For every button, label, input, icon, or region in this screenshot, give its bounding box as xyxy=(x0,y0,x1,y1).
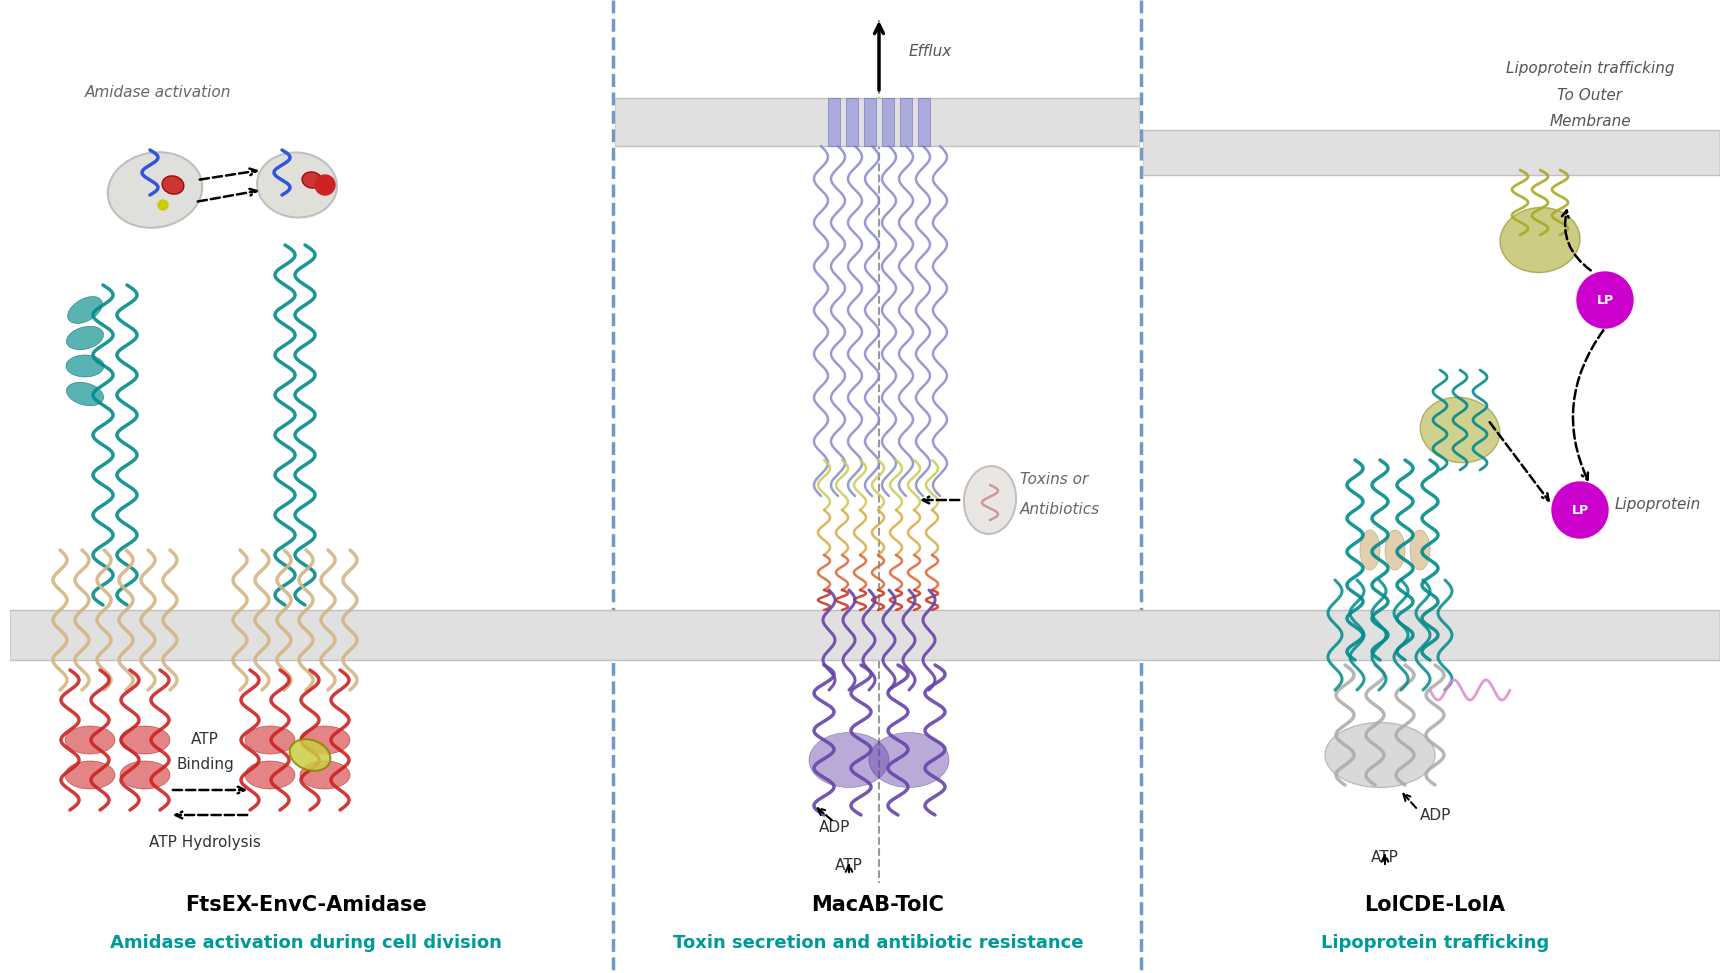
Ellipse shape xyxy=(809,733,889,787)
Ellipse shape xyxy=(1501,207,1580,272)
Ellipse shape xyxy=(303,172,322,188)
Ellipse shape xyxy=(119,726,169,754)
Text: ATP: ATP xyxy=(835,857,863,873)
Bar xyxy=(864,98,877,146)
Text: ADP: ADP xyxy=(1420,808,1451,822)
Ellipse shape xyxy=(66,326,104,349)
Ellipse shape xyxy=(301,761,349,789)
Text: MacAB-TolC: MacAB-TolC xyxy=(811,895,944,915)
Ellipse shape xyxy=(66,355,104,377)
Ellipse shape xyxy=(119,761,169,789)
Text: Lipoprotein trafficking: Lipoprotein trafficking xyxy=(1321,934,1549,952)
Ellipse shape xyxy=(107,152,202,228)
Text: Lipoprotein: Lipoprotein xyxy=(1615,497,1701,513)
Circle shape xyxy=(157,200,168,210)
Bar xyxy=(828,98,840,146)
Text: LP: LP xyxy=(1596,294,1613,306)
Bar xyxy=(616,98,1139,146)
Bar xyxy=(882,98,894,146)
Text: Efflux: Efflux xyxy=(909,45,953,59)
Ellipse shape xyxy=(246,726,296,754)
Bar xyxy=(845,98,858,146)
Text: ATP Hydrolysis: ATP Hydrolysis xyxy=(149,836,261,850)
Text: FtsEX-EnvC-Amidase: FtsEX-EnvC-Amidase xyxy=(185,895,427,915)
Text: ADP: ADP xyxy=(820,820,851,836)
Text: Lipoprotein trafficking: Lipoprotein trafficking xyxy=(1506,60,1674,76)
Bar xyxy=(901,98,911,146)
Circle shape xyxy=(315,175,335,195)
Text: Amidase activation during cell division: Amidase activation during cell division xyxy=(111,934,501,952)
Ellipse shape xyxy=(1324,723,1435,787)
Text: LP: LP xyxy=(1572,503,1589,517)
Ellipse shape xyxy=(67,297,102,323)
Ellipse shape xyxy=(66,761,116,789)
Ellipse shape xyxy=(66,726,116,754)
Text: LolCDE-LolA: LolCDE-LolA xyxy=(1364,895,1506,915)
Ellipse shape xyxy=(246,761,296,789)
Text: ATP: ATP xyxy=(192,733,220,747)
Circle shape xyxy=(1553,482,1608,538)
Ellipse shape xyxy=(1420,397,1499,463)
Circle shape xyxy=(1577,272,1632,328)
Ellipse shape xyxy=(965,466,1017,534)
Text: Antibiotics: Antibiotics xyxy=(1020,502,1100,518)
Ellipse shape xyxy=(1411,530,1430,570)
Ellipse shape xyxy=(163,176,183,195)
Ellipse shape xyxy=(66,382,104,406)
Text: Toxin secretion and antibiotic resistance: Toxin secretion and antibiotic resistanc… xyxy=(673,934,1084,952)
Bar xyxy=(10,610,1719,660)
Ellipse shape xyxy=(1361,530,1380,570)
Text: ATP: ATP xyxy=(1371,849,1399,864)
Text: To Outer: To Outer xyxy=(1558,88,1622,102)
Ellipse shape xyxy=(870,733,949,787)
Ellipse shape xyxy=(1385,530,1406,570)
Text: Toxins or: Toxins or xyxy=(1020,473,1088,487)
Ellipse shape xyxy=(301,726,349,754)
Bar xyxy=(1143,130,1719,175)
Text: Membrane: Membrane xyxy=(1549,115,1630,129)
Ellipse shape xyxy=(290,739,330,771)
Text: Amidase activation: Amidase activation xyxy=(85,85,232,100)
Ellipse shape xyxy=(258,153,337,218)
Bar xyxy=(918,98,930,146)
Text: Binding: Binding xyxy=(176,758,233,773)
